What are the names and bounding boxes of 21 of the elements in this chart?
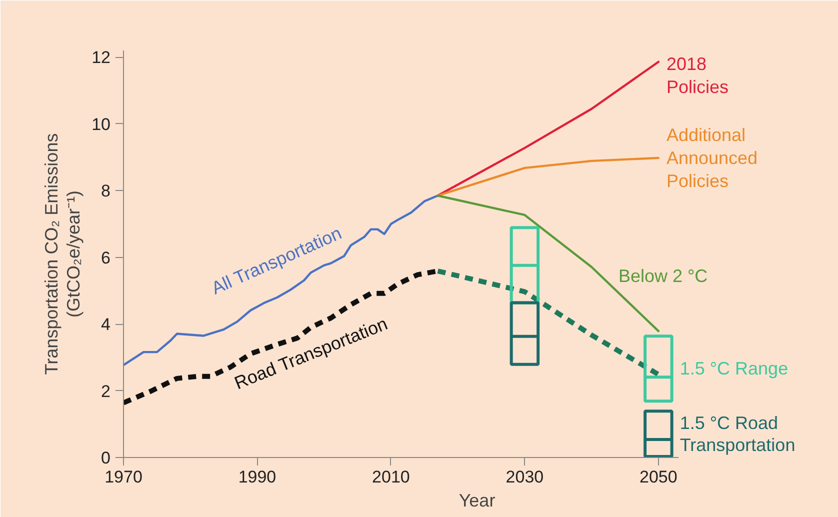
series-label: 1.5 °C Road Transportation <box>680 412 796 455</box>
x-tick-label: 2050 <box>640 468 678 486</box>
y-tick-label: 6 <box>101 248 111 268</box>
y-tick-label: 8 <box>101 182 111 201</box>
y-tick-label: 4 <box>101 315 111 334</box>
y-tick-label: 12 <box>92 48 111 68</box>
series-label: 2018 Policies <box>666 54 728 97</box>
series-label: Below 2 °C <box>618 266 708 286</box>
series-label: Additional Announced Policies <box>666 124 758 191</box>
line-series <box>436 156 660 197</box>
y-tick-label: 0 <box>101 448 111 468</box>
x-tick-label: 1990 <box>238 468 276 486</box>
x-tick-label: 1970 <box>104 468 142 486</box>
x-tick-label: 2010 <box>372 468 410 486</box>
series-label: 1.5 °C Range <box>680 358 788 379</box>
x-axis-title: Year <box>458 490 496 510</box>
y-tick-label: 10 <box>92 114 111 134</box>
y-axis-title: Transportation CO₂ Emissions (GtCO₂e/year⁻¹) <box>42 133 84 375</box>
line-series <box>436 60 660 197</box>
y-tick-label: 2 <box>101 382 111 401</box>
x-tick-label: 2030 <box>506 468 544 486</box>
